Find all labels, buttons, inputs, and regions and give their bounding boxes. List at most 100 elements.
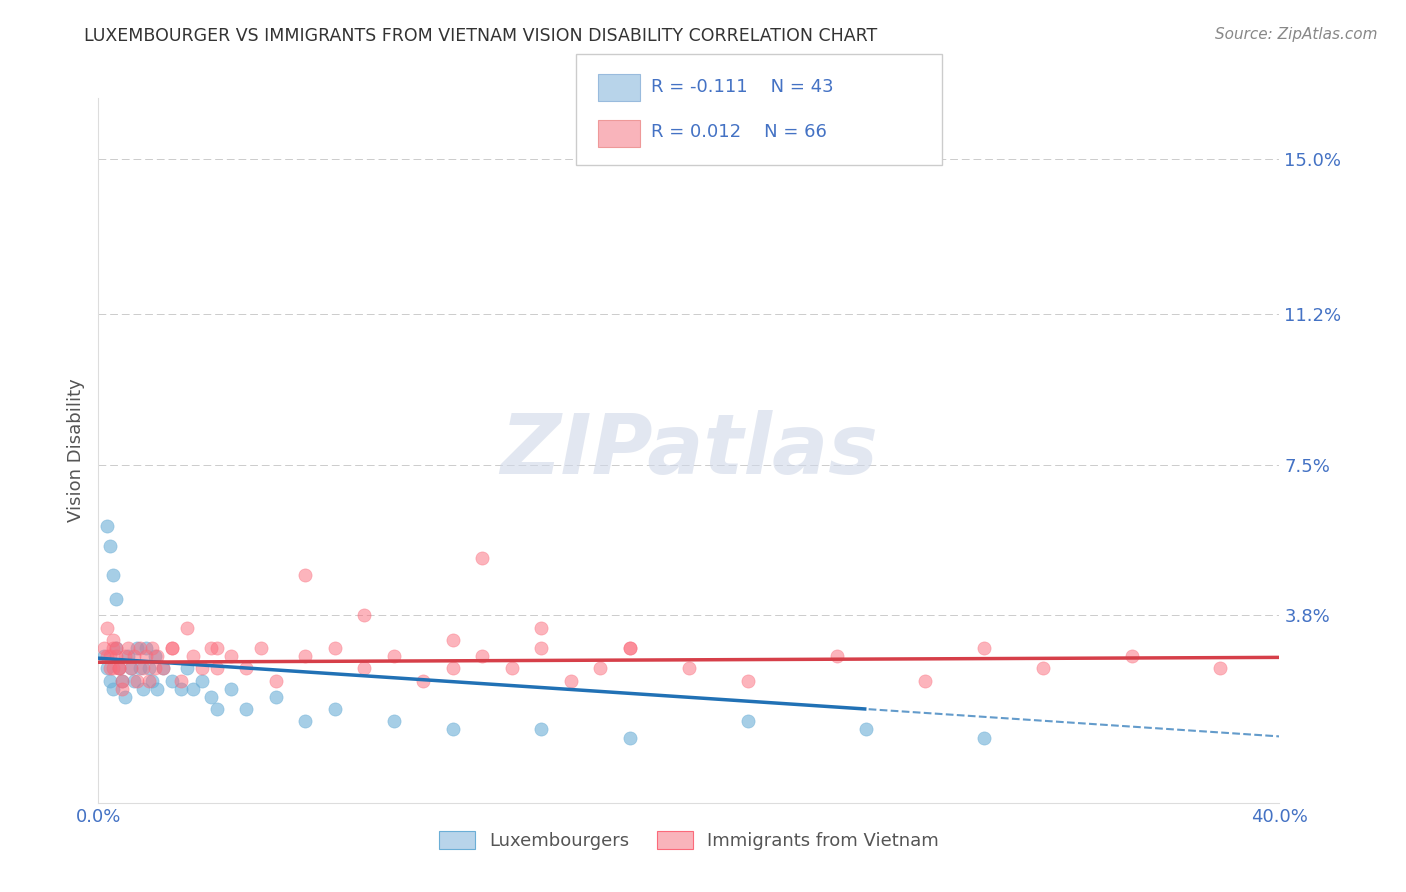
Point <box>146 681 169 696</box>
Point <box>1209 661 1232 675</box>
Point <box>855 723 877 737</box>
Point <box>103 567 125 582</box>
Point <box>264 673 287 688</box>
Point <box>98 649 121 664</box>
Text: Source: ZipAtlas.com: Source: ZipAtlas.com <box>1215 27 1378 42</box>
Point <box>176 661 198 675</box>
Point <box>141 673 163 688</box>
Point <box>125 673 148 688</box>
Point <box>98 673 121 688</box>
Point <box>138 661 160 675</box>
Point <box>96 518 118 533</box>
Point <box>200 640 222 655</box>
Point <box>103 632 125 647</box>
Point <box>105 649 128 664</box>
Point <box>162 640 183 655</box>
Point <box>117 649 139 664</box>
Text: LUXEMBOURGER VS IMMIGRANTS FROM VIETNAM VISION DISABILITY CORRELATION CHART: LUXEMBOURGER VS IMMIGRANTS FROM VIETNAM … <box>84 27 877 45</box>
Point <box>181 681 204 696</box>
Point <box>170 673 193 688</box>
Point <box>111 673 134 688</box>
Point <box>619 640 641 655</box>
Point <box>294 567 316 582</box>
Point <box>135 649 157 664</box>
Point <box>560 673 582 688</box>
Point <box>973 731 995 745</box>
Point <box>143 661 166 675</box>
Point <box>96 649 118 664</box>
Point <box>382 714 405 729</box>
Point <box>589 661 612 675</box>
Point <box>914 673 936 688</box>
Point <box>122 649 145 664</box>
Point <box>98 539 121 553</box>
Point <box>191 673 214 688</box>
Point <box>1032 661 1054 675</box>
Point <box>105 640 128 655</box>
Point <box>530 640 553 655</box>
Point <box>170 681 193 696</box>
Point <box>143 649 166 664</box>
Point <box>205 640 228 655</box>
Point <box>132 681 155 696</box>
Point <box>250 640 273 655</box>
Point <box>191 661 214 675</box>
Point <box>114 690 136 704</box>
Point <box>200 690 222 704</box>
Point <box>141 640 163 655</box>
Point <box>176 621 198 635</box>
Point <box>323 640 346 655</box>
Point <box>108 661 131 675</box>
Text: ZIPatlas: ZIPatlas <box>501 410 877 491</box>
Point <box>294 649 316 664</box>
Point <box>111 673 134 688</box>
Point <box>98 661 121 675</box>
Text: R = 0.012    N = 66: R = 0.012 N = 66 <box>651 123 827 141</box>
Point <box>530 621 553 635</box>
Point <box>105 640 128 655</box>
Point <box>103 640 125 655</box>
Point <box>162 673 183 688</box>
Point <box>93 640 115 655</box>
Y-axis label: Vision Disability: Vision Disability <box>66 378 84 523</box>
Point <box>471 649 494 664</box>
Point <box>205 661 228 675</box>
Point <box>103 681 125 696</box>
Point <box>235 661 257 675</box>
Point <box>973 640 995 655</box>
Point <box>138 673 160 688</box>
Point <box>441 723 464 737</box>
Point <box>128 661 150 675</box>
Point <box>264 690 287 704</box>
Point <box>205 702 228 716</box>
Text: R = -0.111    N = 43: R = -0.111 N = 43 <box>651 78 834 95</box>
Point <box>93 649 115 664</box>
Point <box>122 673 145 688</box>
Point <box>825 649 848 664</box>
Point <box>162 640 183 655</box>
Point <box>353 608 375 623</box>
Point <box>530 723 553 737</box>
Point <box>412 673 434 688</box>
Point <box>120 661 142 675</box>
Point <box>135 640 157 655</box>
Point <box>221 681 243 696</box>
Legend: Luxembourgers, Immigrants from Vietnam: Luxembourgers, Immigrants from Vietnam <box>432 823 946 857</box>
Point <box>132 661 155 675</box>
Point <box>678 661 700 675</box>
Point <box>114 649 136 664</box>
Point <box>96 661 118 675</box>
Point <box>105 592 128 607</box>
Point <box>235 702 257 716</box>
Point <box>619 640 641 655</box>
Point <box>471 551 494 566</box>
Point <box>120 661 142 675</box>
Point <box>111 681 134 696</box>
Point <box>96 621 118 635</box>
Point <box>619 731 641 745</box>
Point <box>294 714 316 729</box>
Point <box>737 673 759 688</box>
Point <box>353 661 375 675</box>
Point <box>221 649 243 664</box>
Point <box>108 661 131 675</box>
